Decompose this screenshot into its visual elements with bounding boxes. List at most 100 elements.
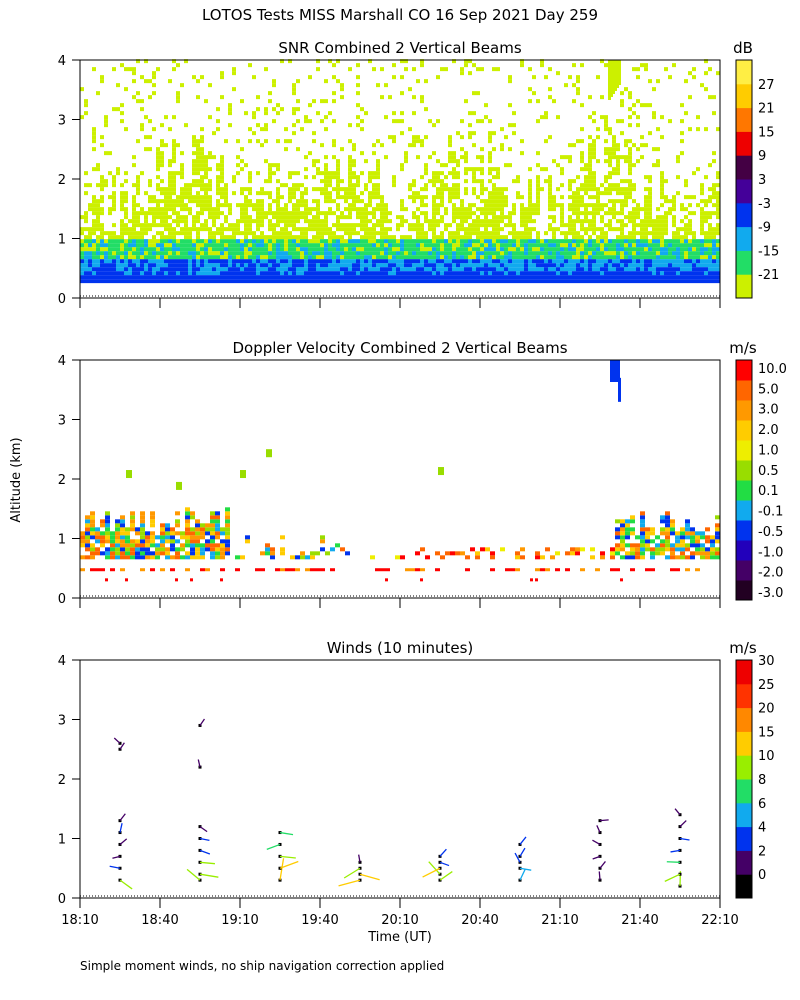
doppler-cell bbox=[610, 551, 615, 556]
snr-cell bbox=[460, 155, 464, 160]
doppler-cell bbox=[185, 507, 190, 512]
snr-cell bbox=[308, 211, 312, 216]
snr-cell bbox=[168, 187, 172, 192]
snr-cell bbox=[548, 271, 552, 276]
snr-cell bbox=[628, 195, 632, 200]
snr-cell bbox=[524, 231, 528, 236]
snr-cell bbox=[196, 267, 200, 272]
snr-cell bbox=[592, 151, 596, 156]
snr-cell bbox=[528, 199, 532, 204]
snr-cell bbox=[224, 251, 228, 256]
snr-cell bbox=[256, 95, 260, 100]
snr-cell bbox=[116, 243, 120, 248]
snr-cell bbox=[196, 139, 200, 144]
snr-cell bbox=[180, 219, 184, 224]
snr-cell bbox=[440, 275, 444, 280]
snr-cell bbox=[260, 219, 264, 224]
colorbar-swatch bbox=[736, 226, 752, 251]
snr-cell bbox=[384, 255, 388, 260]
snr-cell bbox=[500, 275, 504, 280]
snr-cell bbox=[240, 243, 244, 248]
snr-cell bbox=[572, 263, 576, 268]
snr-cell bbox=[164, 195, 168, 200]
snr-cell bbox=[424, 243, 428, 248]
snr-cell bbox=[104, 267, 108, 272]
snr-cell bbox=[620, 203, 624, 208]
snr-cell bbox=[576, 243, 580, 248]
doppler-cell bbox=[680, 543, 685, 548]
snr-cell bbox=[396, 259, 400, 264]
snr-cell bbox=[156, 263, 160, 268]
snr-cell bbox=[408, 127, 412, 132]
snr-cell bbox=[692, 271, 696, 276]
snr-cell bbox=[316, 203, 320, 208]
snr-cell bbox=[124, 127, 128, 132]
snr-cell bbox=[564, 235, 568, 240]
snr-cell bbox=[628, 219, 632, 224]
doppler-cell bbox=[195, 539, 200, 544]
snr-cell bbox=[276, 163, 280, 168]
snr-cell bbox=[100, 243, 104, 248]
snr-cell bbox=[348, 227, 352, 232]
snr-cell bbox=[548, 263, 552, 268]
snr-cell bbox=[376, 279, 380, 284]
snr-cell bbox=[168, 163, 172, 168]
snr-cell bbox=[108, 171, 112, 176]
snr-cell bbox=[420, 199, 424, 204]
snr-cell bbox=[436, 223, 440, 228]
doppler-cell bbox=[630, 547, 635, 552]
snr-cell bbox=[164, 239, 168, 244]
snr-cell bbox=[140, 99, 144, 104]
snr-cell bbox=[104, 247, 108, 252]
snr-cell bbox=[124, 275, 128, 280]
snr-cell bbox=[572, 179, 576, 184]
snr-cell bbox=[688, 243, 692, 248]
wind-barb bbox=[599, 819, 609, 822]
snr-cell bbox=[132, 235, 136, 240]
snr-cell bbox=[456, 263, 460, 268]
snr-cell bbox=[272, 227, 276, 232]
snr-cell bbox=[644, 255, 648, 260]
snr-cell bbox=[512, 251, 516, 256]
snr-cell bbox=[316, 263, 320, 268]
snr-cell bbox=[192, 167, 196, 172]
snr-cell bbox=[692, 255, 696, 260]
colorbar-label: 27 bbox=[758, 78, 775, 93]
snr-cell bbox=[160, 251, 164, 256]
snr-cell bbox=[456, 187, 460, 192]
snr-cell bbox=[264, 247, 268, 252]
snr-cell bbox=[512, 279, 516, 284]
snr-cell bbox=[424, 187, 428, 192]
snr-cell bbox=[444, 175, 448, 180]
snr-cell bbox=[700, 255, 704, 260]
snr-cell bbox=[132, 279, 136, 284]
snr-cell bbox=[368, 243, 372, 248]
snr-cell bbox=[80, 267, 84, 272]
doppler-cell bbox=[115, 535, 120, 540]
snr-cell bbox=[416, 251, 420, 256]
snr-cell bbox=[332, 251, 336, 256]
snr-cell bbox=[376, 195, 380, 200]
snr-cell bbox=[656, 207, 660, 212]
colorbar-swatch bbox=[736, 580, 752, 601]
snr-cell bbox=[472, 247, 476, 252]
snr-cell bbox=[332, 223, 336, 228]
snr-cell bbox=[152, 127, 156, 132]
doppler-cell bbox=[515, 555, 520, 560]
snr-cell bbox=[456, 215, 460, 220]
snr-cell bbox=[348, 187, 352, 192]
doppler-cell bbox=[195, 551, 200, 556]
snr-cell bbox=[520, 151, 524, 156]
snr-cell bbox=[692, 231, 696, 236]
snr-cell bbox=[120, 63, 124, 68]
snr-cell bbox=[164, 219, 168, 224]
snr-cell bbox=[92, 251, 96, 256]
snr-cell bbox=[432, 235, 436, 240]
snr-cell bbox=[708, 195, 712, 200]
snr-cell bbox=[524, 215, 528, 220]
colorbar-label: 1.0 bbox=[758, 443, 779, 458]
snr-cell bbox=[420, 247, 424, 252]
snr-cell bbox=[672, 275, 676, 280]
snr-cell bbox=[624, 251, 628, 256]
snr-cell bbox=[432, 199, 436, 204]
